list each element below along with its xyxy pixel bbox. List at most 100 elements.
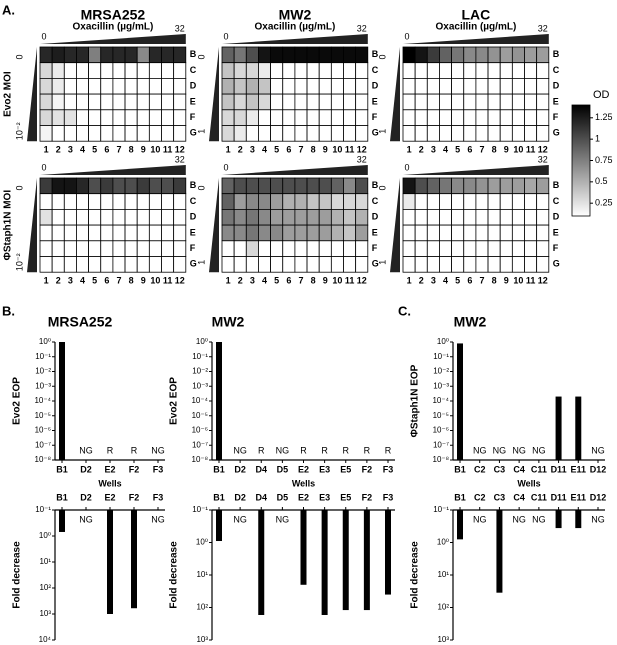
row-label: B <box>553 180 560 190</box>
heatmap-cell <box>402 177 416 195</box>
heatmap-cell <box>39 240 53 257</box>
heatmap-cell <box>439 193 453 210</box>
row-label: B <box>372 49 379 59</box>
bar <box>496 510 503 593</box>
heatmap-cell <box>487 224 501 242</box>
heatmap-cell <box>524 125 538 142</box>
heatmap-cell <box>439 93 453 111</box>
heatmap-cell <box>161 240 175 257</box>
heatmap-cell <box>63 109 77 126</box>
column-label: 4 <box>262 276 267 286</box>
heatmap-cell <box>318 78 332 95</box>
bar <box>457 343 463 460</box>
heatmap-cell <box>63 224 77 242</box>
range-label: 1 <box>196 129 206 134</box>
heatmap-cell <box>173 46 187 64</box>
heatmap-cell <box>39 62 53 79</box>
value-label: NG <box>79 514 93 524</box>
y-tick-label: 10⁻¹ <box>35 352 51 361</box>
row-label: G <box>553 128 560 138</box>
heatmap-cell <box>258 256 272 273</box>
y-tick-label: 10³ <box>39 609 51 618</box>
row-label: C <box>553 196 560 206</box>
heatmap-cell <box>524 93 538 111</box>
y-axis-title: Fold decrease <box>169 541 180 609</box>
bar <box>457 510 463 540</box>
heatmap-cell <box>343 208 357 226</box>
chart-title: MW2 <box>454 314 487 330</box>
y-tick-label: 10⁻³ <box>192 381 208 390</box>
heatmap-cell <box>306 208 320 226</box>
heatmap-cell <box>499 208 513 226</box>
heatmap-cell <box>173 193 187 210</box>
heatmap-cell <box>499 177 513 195</box>
column-label: 8 <box>492 145 497 155</box>
y-tick-label: 10⁰ <box>39 337 51 346</box>
range-label: 32 <box>175 23 185 33</box>
heatmap-cell <box>233 125 247 142</box>
row-label: F <box>372 112 378 122</box>
heatmap-cell <box>294 208 308 226</box>
bar <box>555 396 562 460</box>
heatmap-cell <box>343 240 357 257</box>
x-tick-label: D4 <box>255 464 267 474</box>
column-label: 9 <box>323 145 328 155</box>
heatmap-cell <box>463 78 477 95</box>
heatmap-cell <box>100 224 114 242</box>
heatmap-cell <box>318 62 332 79</box>
heatmap-cell <box>245 240 259 257</box>
heatmap-cell <box>414 240 428 257</box>
column-label: 8 <box>311 145 316 155</box>
heatmap-cell <box>161 93 175 111</box>
heatmap-cell <box>112 256 126 273</box>
heatmap-cell <box>402 193 416 210</box>
heatmap-cell <box>63 256 77 273</box>
heatmap-cell <box>161 208 175 226</box>
bar <box>575 510 582 529</box>
range-label: 0 <box>404 162 409 172</box>
heatmap-cell <box>499 125 513 142</box>
x-tick-label: B1 <box>56 492 68 502</box>
heatmap-cell <box>414 177 428 195</box>
heatmap-cell <box>426 256 440 273</box>
heatmap-cell <box>355 78 369 95</box>
heatmap-cell <box>282 240 296 257</box>
heatmap-cell <box>294 240 308 257</box>
heatmap-cell <box>343 109 357 126</box>
heatmap-cell <box>270 177 284 195</box>
heatmap-cell <box>76 125 89 142</box>
x-axis-title: Wells <box>517 478 540 488</box>
heatmap-cell <box>258 78 272 95</box>
heatmap-cell <box>355 240 369 257</box>
heatmap-cell <box>306 224 320 242</box>
heatmap-cell <box>39 256 53 273</box>
heatmap-cell <box>451 224 465 242</box>
heatmap-cell <box>76 208 89 226</box>
y-tick-label: 10⁻⁸ <box>433 455 450 464</box>
heatmap-cell <box>245 224 259 242</box>
heatmap-cell <box>306 93 320 111</box>
range-label: 1 <box>377 129 387 134</box>
heatmap-cell <box>270 256 284 273</box>
heatmap-cell <box>112 240 126 257</box>
y-tick-label: 10⁻⁷ <box>433 440 449 449</box>
heatmap-cell <box>511 125 525 142</box>
row-label: F <box>372 243 378 253</box>
y-tick-label: 10⁻⁷ <box>192 440 208 449</box>
gradient-wedge <box>222 34 368 44</box>
gradient-wedge <box>40 165 186 175</box>
row-label: D <box>372 81 379 91</box>
x-tick-label: C4 <box>513 492 525 502</box>
row-label: D <box>190 81 197 91</box>
heatmap-cell <box>524 177 538 195</box>
heatmap-cell <box>245 109 259 126</box>
heatmap-cell <box>499 46 513 64</box>
heatmap-cell <box>148 240 162 257</box>
heatmap-cell <box>439 240 453 257</box>
heatmap-cell <box>451 256 465 273</box>
heatmap-cell <box>136 177 150 195</box>
x-tick-label: E2 <box>104 464 115 474</box>
heatmap-cell <box>499 78 513 95</box>
gradient-wedge <box>27 47 37 142</box>
heatmap-cell <box>88 240 102 257</box>
